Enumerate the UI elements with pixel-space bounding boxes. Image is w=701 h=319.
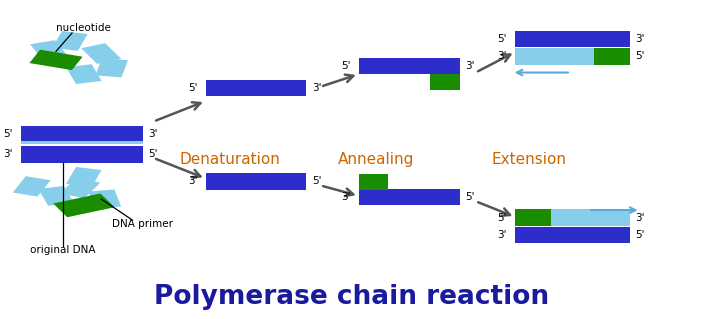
- Text: 3': 3': [188, 176, 197, 186]
- Bar: [515, 210, 630, 226]
- Text: 3': 3': [312, 83, 322, 93]
- Text: original DNA: original DNA: [30, 245, 96, 255]
- Text: 3': 3': [4, 149, 13, 160]
- Bar: [515, 31, 630, 47]
- Polygon shape: [81, 43, 121, 64]
- Bar: [430, 74, 460, 90]
- Text: 5': 5': [498, 34, 507, 44]
- Bar: [21, 141, 143, 144]
- Bar: [359, 189, 460, 205]
- Polygon shape: [95, 58, 128, 78]
- Bar: [205, 173, 306, 189]
- Text: 3': 3': [465, 61, 475, 71]
- Polygon shape: [13, 176, 50, 197]
- Bar: [21, 126, 143, 142]
- Text: 3': 3': [636, 213, 645, 223]
- Text: 3': 3': [636, 34, 645, 44]
- Text: 5': 5': [149, 149, 158, 160]
- Text: 5': 5': [636, 51, 645, 62]
- Text: 5': 5': [465, 192, 475, 202]
- Polygon shape: [29, 50, 83, 70]
- Polygon shape: [52, 31, 88, 51]
- Text: 5': 5': [341, 61, 350, 71]
- Text: DNA primer: DNA primer: [112, 219, 173, 229]
- Bar: [594, 48, 630, 65]
- Polygon shape: [30, 40, 68, 61]
- Text: 5': 5': [4, 129, 13, 138]
- Text: 3': 3': [498, 51, 507, 62]
- Text: 5': 5': [498, 213, 507, 223]
- Polygon shape: [88, 189, 121, 209]
- Text: Polymerase chain reaction: Polymerase chain reaction: [154, 284, 550, 310]
- Polygon shape: [39, 186, 74, 206]
- Polygon shape: [66, 167, 102, 187]
- Polygon shape: [66, 64, 102, 84]
- Bar: [205, 80, 306, 96]
- Text: 5': 5': [188, 83, 197, 93]
- Text: 3': 3': [498, 230, 507, 240]
- Text: Extension: Extension: [491, 152, 566, 167]
- Polygon shape: [60, 178, 100, 198]
- Text: 3': 3': [149, 129, 158, 138]
- Bar: [359, 174, 388, 189]
- Polygon shape: [53, 193, 114, 217]
- Text: 3': 3': [341, 192, 350, 202]
- Bar: [359, 58, 460, 74]
- Bar: [515, 48, 630, 65]
- Text: 5': 5': [636, 230, 645, 240]
- Text: Denaturation: Denaturation: [179, 152, 280, 167]
- Bar: [515, 227, 630, 243]
- Text: nucleotide: nucleotide: [56, 23, 111, 33]
- Bar: [21, 146, 143, 163]
- Text: 5': 5': [312, 176, 322, 186]
- Text: Annealing: Annealing: [338, 152, 414, 167]
- Bar: [515, 210, 552, 226]
